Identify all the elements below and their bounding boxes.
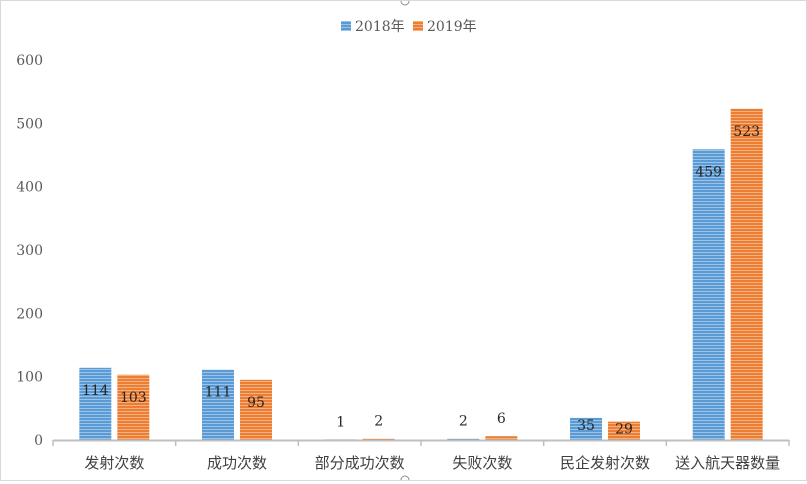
- bar-2018[interactable]: [692, 149, 725, 441]
- bar-2018[interactable]: [570, 417, 602, 440]
- bars: [79, 108, 763, 441]
- data-label: 1: [336, 414, 345, 430]
- y-tick-label: 500: [16, 116, 43, 132]
- bar-2019[interactable]: [240, 379, 272, 440]
- category-label: 送入航天器数量: [675, 454, 780, 472]
- bar-2019[interactable]: [608, 421, 640, 440]
- data-label: 2: [459, 414, 468, 430]
- category-label: 成功次数: [207, 454, 267, 472]
- data-label: 29: [615, 422, 633, 438]
- bar-2018[interactable]: [79, 367, 112, 440]
- legend-label: 2018年: [355, 19, 405, 35]
- data-label: 111: [205, 385, 232, 401]
- bar-2018[interactable]: [447, 438, 480, 440]
- legend-label: 2019年: [427, 19, 477, 35]
- legend: 2018年 2019年: [341, 19, 477, 35]
- y-tick-label: 300: [16, 243, 43, 259]
- y-tick-label: 400: [16, 180, 43, 196]
- bar-2018[interactable]: [202, 369, 234, 440]
- category-label: 民企发射次数: [560, 454, 650, 472]
- y-tick-label: 600: [16, 53, 43, 69]
- data-label: 2: [374, 414, 383, 430]
- category-label: 失败次数: [452, 454, 512, 472]
- y-tick-label: 0: [34, 433, 43, 449]
- resize-handle-top[interactable]: [400, 0, 410, 6]
- bar-2019[interactable]: [485, 436, 518, 440]
- bar-2019[interactable]: [117, 374, 150, 440]
- data-label: 103: [120, 390, 147, 406]
- bar-2019[interactable]: [362, 438, 395, 440]
- data-label: 95: [247, 395, 265, 411]
- category-label: 发射次数: [84, 454, 144, 472]
- data-label: 6: [497, 411, 506, 427]
- data-label: 459: [695, 164, 722, 180]
- resize-handle-bottom[interactable]: [400, 475, 410, 484]
- legend-swatch: [341, 21, 351, 31]
- x-axis: 发射次数 成功次数 部分成功次数 失败次数 民企发射次数 送入航天器数量: [52, 439, 790, 472]
- data-label: 523: [733, 124, 760, 140]
- data-label: 114: [82, 383, 109, 399]
- y-axis: 0 100 200 300 400 500 600: [16, 53, 43, 449]
- data-label: 35: [577, 418, 595, 434]
- y-tick-label: 200: [16, 306, 43, 322]
- y-tick-label: 100: [16, 370, 43, 386]
- bar-2019[interactable]: [730, 108, 763, 441]
- category-label: 部分成功次数: [315, 454, 405, 472]
- legend-swatch: [413, 21, 423, 31]
